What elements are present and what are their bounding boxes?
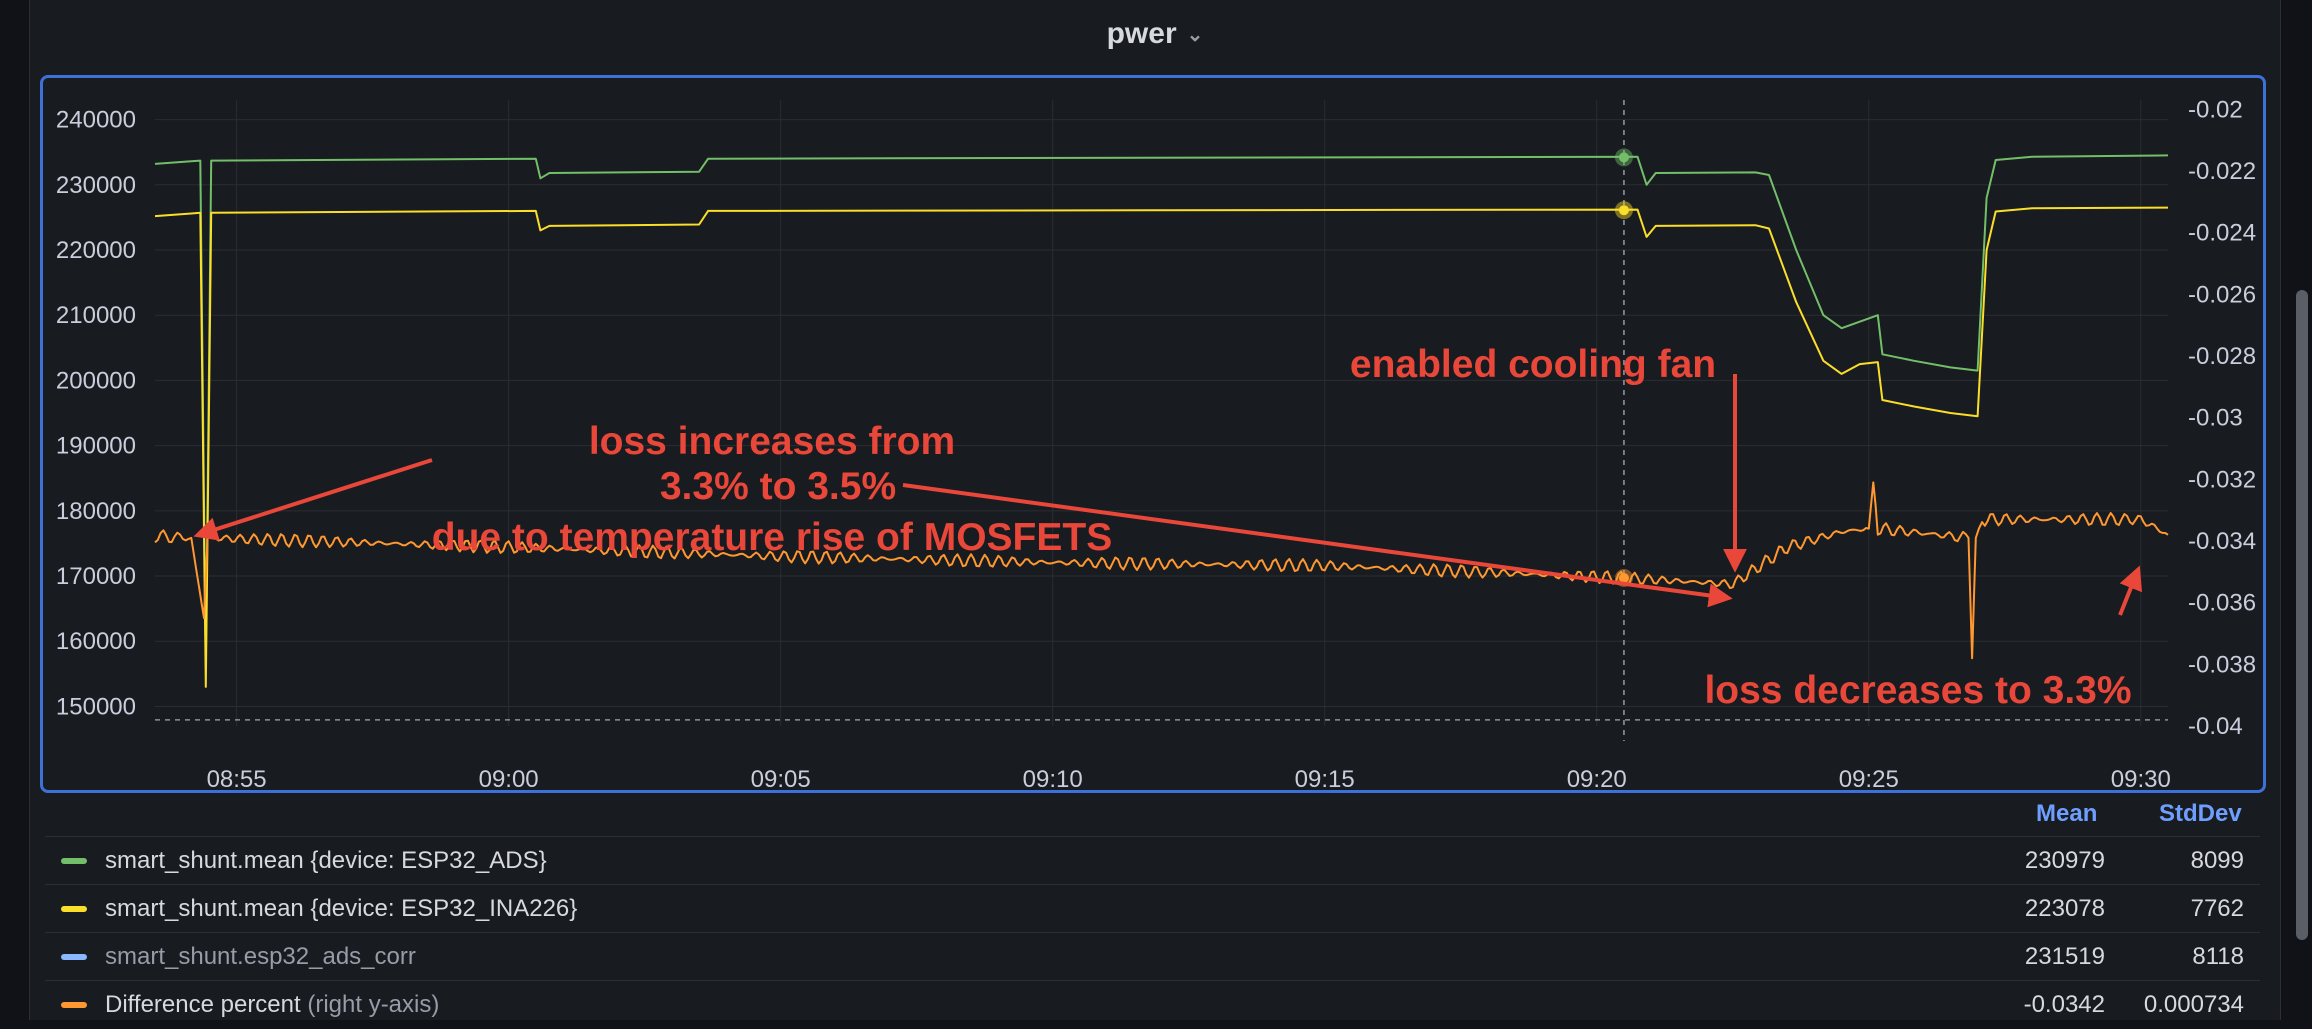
legend-mean-value: 231519 [2024,943,2105,970]
legend-row-esp32-ads[interactable]: smart_shunt.mean {device: ESP32_ADS} 230… [45,836,2260,885]
legend-series-name: smart_shunt.mean {device: ESP32_INA226} [105,895,578,922]
y-left-tick-label: 170000 [56,563,136,590]
annotation-arrow-left [193,458,433,541]
y-right-tick-label: -0.032 [2188,466,2256,493]
y-left-tick-label: 240000 [56,107,136,134]
y-right-tick-label: -0.03 [2188,405,2243,432]
series-color-swatch [61,954,87,960]
series-line-esp32-ina226 [154,206,2169,688]
legend-series-name: smart_shunt.mean {device: ESP32_ADS} [105,847,547,874]
y-right-tick-label: -0.024 [2188,220,2256,247]
y-right-tick-label: -0.028 [2188,343,2256,370]
x-tick-label: 09:05 [751,766,811,793]
chevron-down-icon: ⌄ [1186,23,1204,46]
legend-stddev-value: 7762 [2190,895,2244,922]
chart-area[interactable] [40,75,2266,793]
vertical-scrollbar[interactable] [2296,290,2308,940]
series-line-difference-percent [154,481,2169,660]
y-left-tick-label: 180000 [56,498,136,525]
y-right-tick-label: -0.038 [2188,651,2256,678]
x-tick-label: 09:25 [1839,766,1899,793]
y-right-tick-label: -0.026 [2188,281,2256,308]
time-series-chart[interactable]: 08:55 09:00 09:05 09:10 09:15 09:20 09:25 09:30… [0,0,2312,800]
legend-stddev-value: 8099 [2190,847,2244,874]
annotation-arrow-right [902,483,1733,608]
y-left-tick-label: 220000 [56,237,136,264]
y-right-tick-label: -0.036 [2188,590,2256,617]
panel-title-menu[interactable]: pwer ⌄ [30,14,2280,54]
series-color-swatch [61,906,87,912]
legend-header-stddev[interactable]: StdDev [2159,800,2242,827]
legend-mean-value: 230979 [2024,847,2105,874]
legend-mean-value: -0.0342 [2023,991,2105,1018]
y-left-tick-label: 190000 [56,433,136,460]
y-left-tick-label: 230000 [56,172,136,199]
hover-point-marker [1618,572,1629,583]
dashboard-panel: pwer ⌄ [29,0,2281,1020]
legend-series-axis-note: (right y-axis) [307,991,440,1018]
legend-series-name: smart_shunt.esp32_ads_corr [105,943,416,970]
y-left-tick-label: 200000 [56,367,136,394]
legend-row-esp32-ads-corr[interactable]: smart_shunt.esp32_ads_corr 231519 8118 [45,932,2260,981]
series-color-swatch [61,1002,87,1008]
panel-title: pwer [1106,17,1177,50]
annotation-loss-increase-line1: loss increases from [589,420,955,463]
annotation-loss-decrease: loss decreases to 3.3% [1704,669,2131,712]
x-tick-label: 09:15 [1295,766,1355,793]
hover-point-marker [1618,205,1629,216]
hover-point-marker [1618,152,1629,163]
legend-stddev-value: 0.000734 [2143,991,2244,1018]
x-tick-label: 09:20 [1567,766,1627,793]
y-right-tick-label: -0.04 [2188,713,2243,740]
y-left-tick-label: 150000 [56,693,136,720]
y-left-tick-label: 160000 [56,628,136,655]
y-left-tick-label: 210000 [56,302,136,329]
annotation-loss-increase-line2: 3.3% to 3.5% [660,465,896,508]
annotation-loss-increase-line3: due to temperature rise of MOSFETS [432,516,1112,559]
x-tick-label: 08:55 [207,766,267,793]
legend-series-name: Difference percent [105,991,301,1018]
annotation-arrow-decrease [2118,565,2143,616]
y-right-tick-label: -0.034 [2188,528,2256,555]
x-tick-label: 09:10 [1023,766,1083,793]
legend-mean-value: 223078 [2024,895,2105,922]
legend-row-difference-percent[interactable]: Difference percent (right y-axis) -0.034… [45,980,2260,1029]
legend-header-mean[interactable]: Mean [2036,800,2098,827]
y-right-tick-label: -0.02 [2188,96,2243,123]
annotation-cooling-fan: enabled cooling fan [1350,343,1716,386]
x-tick-label: 09:00 [479,766,539,793]
x-tick-label: 09:30 [2111,766,2171,793]
legend-stddev-value: 8118 [2192,943,2244,970]
y-right-tick-label: -0.022 [2188,158,2256,185]
legend-row-esp32-ina226[interactable]: smart_shunt.mean {device: ESP32_INA226} … [45,884,2260,933]
series-color-swatch [61,858,87,864]
series-line-esp32-ads [154,154,2169,669]
